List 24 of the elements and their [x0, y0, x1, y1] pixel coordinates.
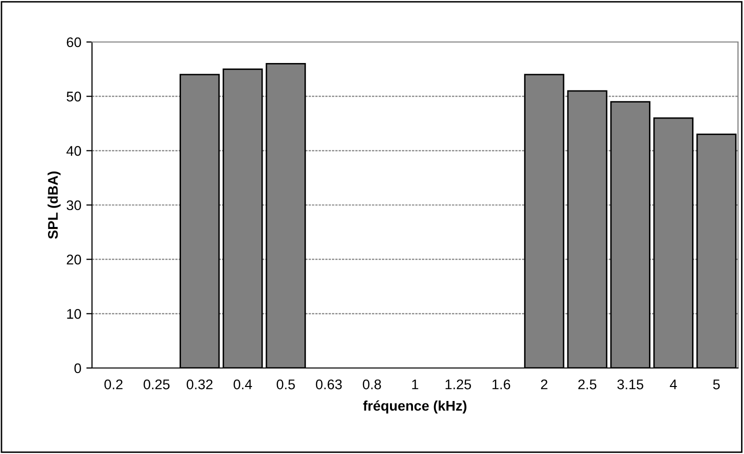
- x-axis-title: fréquence (kHz): [363, 400, 466, 414]
- x-tick-label: 0.32: [186, 379, 212, 390]
- x-tick-label: 0.25: [144, 379, 170, 390]
- y-tick-label: 40: [66, 146, 82, 156]
- y-tick-label: 0: [74, 363, 82, 374]
- y-tick-label: 20: [66, 254, 82, 265]
- y-tick-label: 10: [67, 309, 82, 319]
- y-tick-label: 30: [66, 200, 82, 210]
- x-tick-label: 0.63: [316, 379, 342, 390]
- y-tick-label: 50: [66, 92, 82, 102]
- x-tick-label: 1: [412, 380, 418, 390]
- x-tick-label: 4: [670, 380, 677, 390]
- x-tick-label: 0.5: [276, 379, 295, 390]
- x-tick-label: 0.8: [362, 379, 381, 390]
- x-tick-label: 2.5: [578, 379, 596, 390]
- x-tick-label: 1.25: [446, 379, 471, 390]
- x-tick-label: 2: [541, 379, 548, 390]
- x-tick-label: 1.6: [492, 379, 510, 390]
- y-axis-title: SPL (dBA): [48, 171, 61, 239]
- x-tick-label: 0.4: [234, 379, 252, 390]
- x-tick-label: 0.2: [104, 379, 122, 390]
- x-tick-label: 5: [713, 380, 720, 390]
- y-tick-label: 60: [66, 37, 82, 48]
- x-tick-label: 3.15: [617, 379, 644, 390]
